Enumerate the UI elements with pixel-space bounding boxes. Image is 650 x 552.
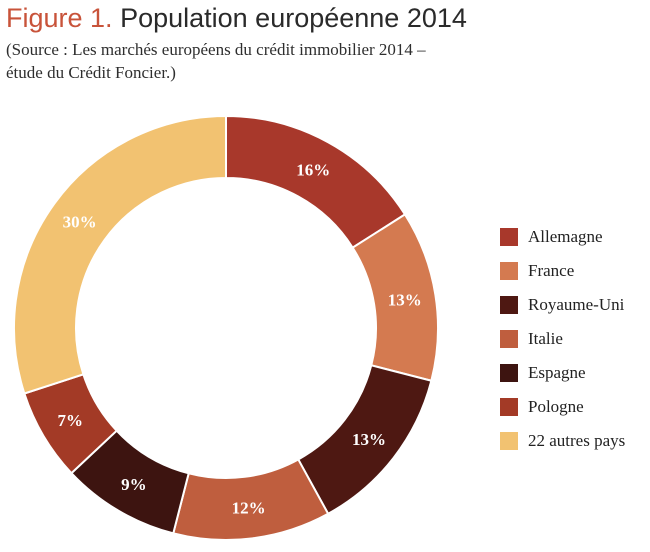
legend-label: Royaume-Uni (528, 295, 625, 314)
slice-label-1: 13% (388, 291, 422, 310)
chart-legend: Allemagne France Royaume-Uni Italie Espagne P… (500, 220, 625, 458)
slice-label-5: 7% (57, 411, 83, 430)
legend-swatch (500, 330, 518, 348)
source-line-1: (Source : Les marchés européens du crédi… (6, 40, 426, 59)
legend-label: Italie (528, 329, 563, 348)
legend-label: Allemagne (528, 227, 603, 246)
legend-item-1: France (500, 254, 625, 288)
legend-item-4: Espagne (500, 356, 625, 390)
slice-0 (225, 114, 407, 250)
legend-item-3: Italie (500, 322, 625, 356)
slice-6 (13, 114, 227, 395)
legend-swatch (500, 296, 518, 314)
slice-label-2: 13% (352, 430, 386, 449)
legend-label: Pologne (528, 397, 584, 416)
slice-label-3: 12% (232, 499, 266, 518)
legend-swatch (500, 364, 518, 382)
legend-item-0: Allemagne (500, 220, 625, 254)
slice-label-6: 30% (63, 213, 97, 232)
figure-label: Figure 1. (6, 3, 113, 33)
legend-swatch (500, 398, 518, 416)
slice-label-0: 16% (296, 160, 330, 179)
legend-swatch (500, 432, 518, 450)
legend-item-5: Pologne (500, 390, 625, 424)
chart-title: Figure 1. Population européenne 2014 (6, 2, 467, 34)
legend-swatch (500, 262, 518, 280)
legend-label: France (528, 261, 575, 280)
legend-label: 22 autres pays (528, 431, 626, 450)
source-note: (Source : Les marchés européens du crédi… (6, 38, 566, 84)
legend-item-6: 22 autres pays (500, 424, 625, 458)
legend-item-2: Royaume-Uni (500, 288, 625, 322)
legend-swatch (500, 228, 518, 246)
slice-label-4: 9% (121, 475, 147, 494)
title-text: Population européenne 2014 (120, 3, 467, 33)
source-line-2: étude du Crédit Foncier.) (6, 63, 176, 82)
legend-label: Espagne (528, 363, 586, 382)
